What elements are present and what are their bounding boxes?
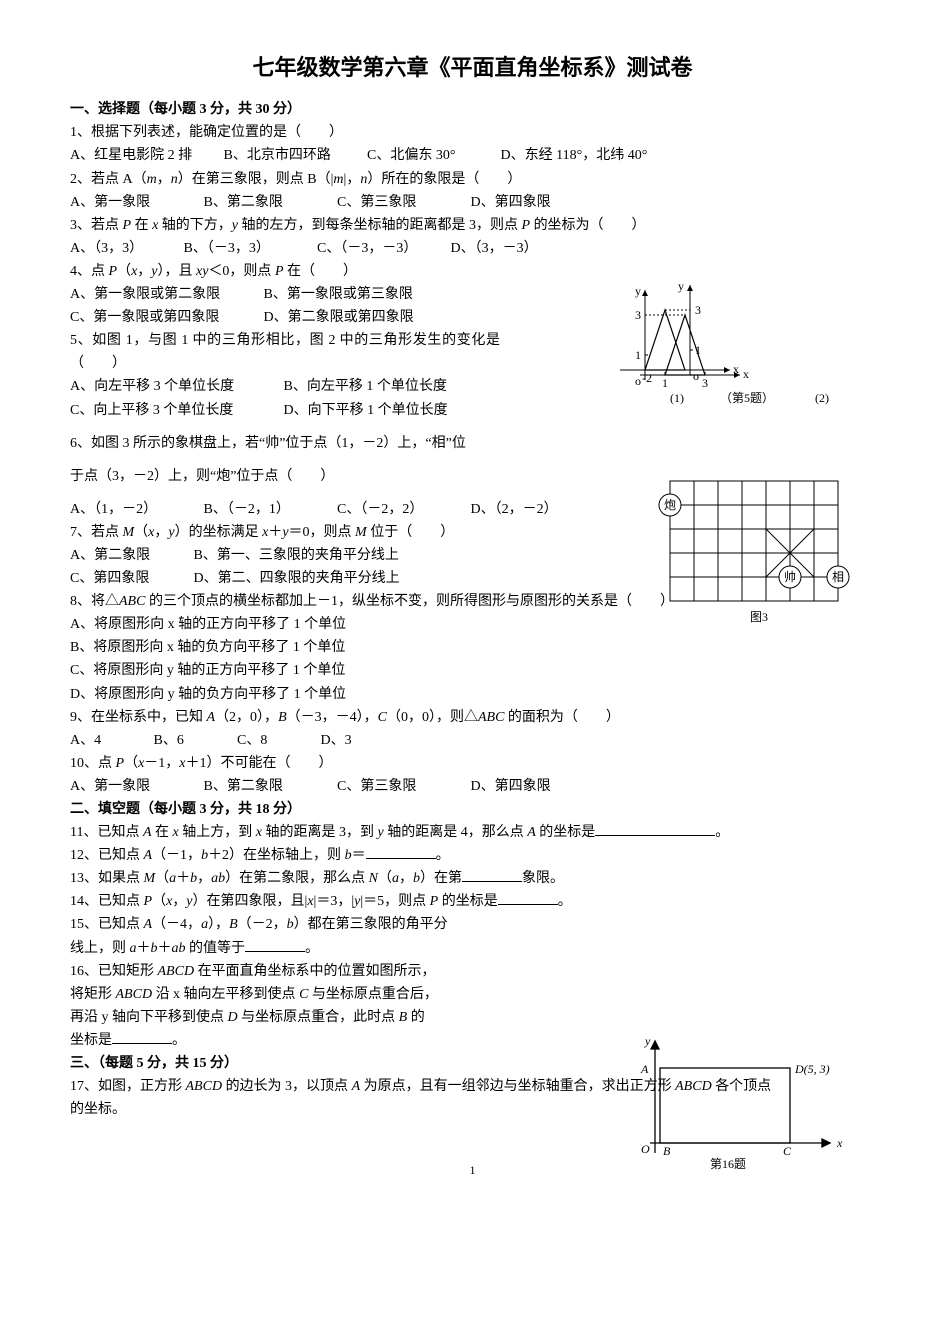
q11: 11、已知点 A 在 x 轴上方，到 x 轴的距离是 3，到 y 轴的距离是 4…	[70, 821, 875, 844]
q10-stem: 10、点 P（x－1，x＋1）不可能在（ ）	[70, 752, 875, 775]
svg-text:A: A	[640, 1062, 649, 1076]
svg-text:B: B	[663, 1144, 671, 1158]
page-title: 七年级数学第六章《平面直角坐标系》测试卷	[70, 50, 875, 86]
q12: 12、已知点 A（－1，b＋2）在坐标轴上，则 b＝。	[70, 844, 875, 867]
svg-text:(1): (1)	[670, 391, 684, 405]
q3-choices: A、（3，3） B、（－3，3） C、（－3，－3） D、（3，－3）	[70, 237, 875, 260]
q1-choices: A、红星电影院 2 排 B、北京市四环路 C、北偏东 30° D、东经 118°…	[70, 144, 875, 167]
q6-stem1: 6、如图 3 所示的象棋盘上，若“帅”位于点（1，－2）上，“相”位	[70, 432, 530, 455]
svg-text:-2: -2	[642, 371, 652, 385]
svg-text:3: 3	[635, 308, 641, 322]
figure-q5: x y o 1 3 1 3 x y o -2 3 1 (1) (2) （第5题）	[615, 280, 885, 415]
q16-l1: 16、已知矩形 ABCD 在平面直角坐标系中的位置如图所示，	[70, 960, 490, 983]
q3-stem: 3、若点 P 在 x 轴的下方，y 轴的左方，到每条坐标轴的距离都是 3，则点 …	[70, 214, 875, 237]
q6-stem2: 于点（3，－2）上，则“炮”位于点（ ）	[70, 465, 530, 488]
svg-text:3: 3	[695, 303, 701, 317]
svg-text:1: 1	[662, 376, 668, 390]
svg-text:C: C	[783, 1144, 792, 1158]
q2-stem: 2、若点 A（m，n）在第三象限，则点 B（|m|，n）所在的象限是（ ）	[70, 168, 875, 191]
q9-choices: A、4 B、6 C、8 D、3	[70, 729, 875, 752]
svg-text:y: y	[644, 1034, 651, 1048]
q16-l2: 将矩形 ABCD 沿 x 轴向左平移到使点 C 与坐标原点重合后，	[70, 983, 490, 1006]
svg-text:炮: 炮	[664, 498, 676, 512]
svg-text:y: y	[678, 280, 684, 293]
q8-b: B、将原图形向 x 轴的负方向平移了 1 个单位	[70, 636, 875, 659]
q13: 13、如果点 M（a＋b，ab）在第二象限，那么点 N（a，b）在第象限。	[70, 867, 875, 890]
svg-text:相: 相	[832, 570, 844, 584]
figure-q6: 炮 帅 相 图3	[650, 476, 870, 626]
svg-text:x: x	[836, 1136, 843, 1150]
q15-l1: 15、已知点 A（－4，a），B（－2，b）都在第三象限的角平分	[70, 913, 490, 936]
figure-q16: x y O A B C D(5, 3) 第16题	[615, 1033, 845, 1173]
section1-header: 一、选择题（每小题 3 分，共 30 分）	[70, 98, 875, 121]
q4-stem: 4、点 P（x，y），且 xy＜0，则点 P 在（ ）	[70, 260, 570, 283]
svg-text:1: 1	[635, 348, 641, 362]
q5-stem: 5、如图 1，与图 1 中的三角形相比，图 2 中的三角形发生的变化是（ ）	[70, 329, 500, 375]
q1-stem: 1、根据下列表述，能确定位置的是（ ）	[70, 121, 875, 144]
q14: 14、已知点 P（x，y）在第四象限，且|x|＝3，|y|＝5，则点 P 的坐标…	[70, 890, 875, 913]
svg-text:o: o	[635, 374, 641, 388]
svg-text:第16题: 第16题	[710, 1157, 746, 1171]
q16-l3: 再沿 y 轴向下平移到使点 D 与坐标原点重合，此时点 B 的	[70, 1006, 490, 1029]
q8-c: C、将原图形向 y 轴的正方向平移了 1 个单位	[70, 659, 875, 682]
svg-text:帅: 帅	[784, 570, 796, 584]
svg-text:图3: 图3	[750, 610, 768, 624]
svg-text:（第5题）: （第5题）	[720, 391, 774, 405]
svg-text:(2): (2)	[815, 391, 829, 405]
q15-l2: 线上，则 a＋b＋ab 的值等于。	[70, 937, 875, 960]
q2-choices: A、第一象限 B、第二象限 C、第三象限 D、第四象限	[70, 191, 875, 214]
q10-choices: A、第一象限 B、第二象限 C、第三象限 D、第四象限	[70, 775, 875, 798]
q9-stem: 9、在坐标系中，已知 A（2，0），B（－3，－4），C（0，0），则△ABC …	[70, 706, 875, 729]
content: x y o 1 3 1 3 x y o -2 3 1 (1) (2) （第5题）	[70, 98, 875, 1121]
q8-d: D、将原图形向 y 轴的负方向平移了 1 个单位	[70, 683, 875, 706]
svg-text:3: 3	[702, 376, 708, 390]
svg-text:1: 1	[695, 343, 701, 357]
svg-text:x: x	[733, 362, 739, 376]
svg-text:O: O	[641, 1142, 650, 1156]
svg-text:y: y	[635, 284, 641, 298]
svg-text:o: o	[693, 369, 699, 383]
section2-header: 二、填空题（每小题 3 分，共 18 分）	[70, 798, 875, 821]
svg-text:x: x	[743, 367, 749, 381]
svg-text:D(5, 3): D(5, 3)	[794, 1062, 830, 1076]
